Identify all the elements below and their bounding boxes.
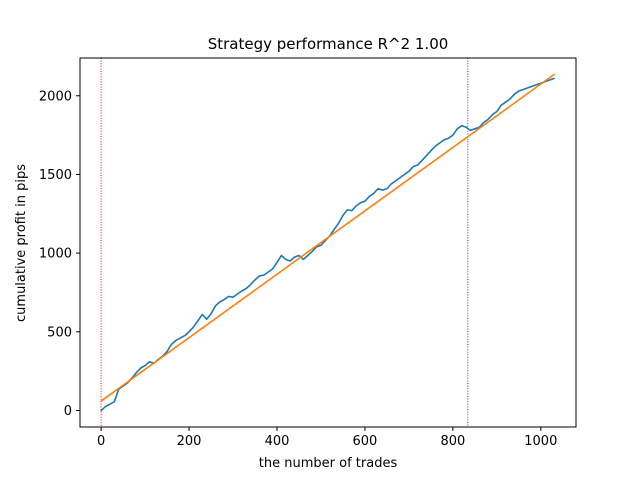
y-tick-label: 2000: [39, 89, 72, 104]
x-tick-label: 600: [353, 434, 378, 449]
x-axis-title: the number of trades: [259, 456, 398, 471]
y-tick-label: 1500: [39, 168, 72, 183]
plot-area: [80, 58, 576, 427]
x-tick-label: 400: [265, 434, 290, 449]
y-tick-label: 0: [64, 404, 72, 419]
chart-title: Strategy performance R^2 1.00: [208, 35, 449, 53]
y-tick-label: 1000: [39, 247, 72, 262]
plot-frame: [79, 57, 577, 428]
y-tick-label: 500: [47, 325, 72, 340]
vertical-markers: [100, 58, 469, 427]
series-line-fit: [100, 73, 555, 402]
series-layer: [100, 73, 555, 412]
x-axis: 0 200 400 600 800 1000: [97, 427, 557, 449]
x-tick-label: 1000: [524, 434, 557, 449]
x-tick-label: 200: [177, 434, 202, 449]
y-axis-title: cumulative profit in pips: [14, 164, 29, 322]
x-tick-label: 0: [97, 434, 105, 449]
x-tick-label: 800: [440, 434, 465, 449]
y-axis: 0 500 1000 1500 2000: [39, 89, 80, 419]
